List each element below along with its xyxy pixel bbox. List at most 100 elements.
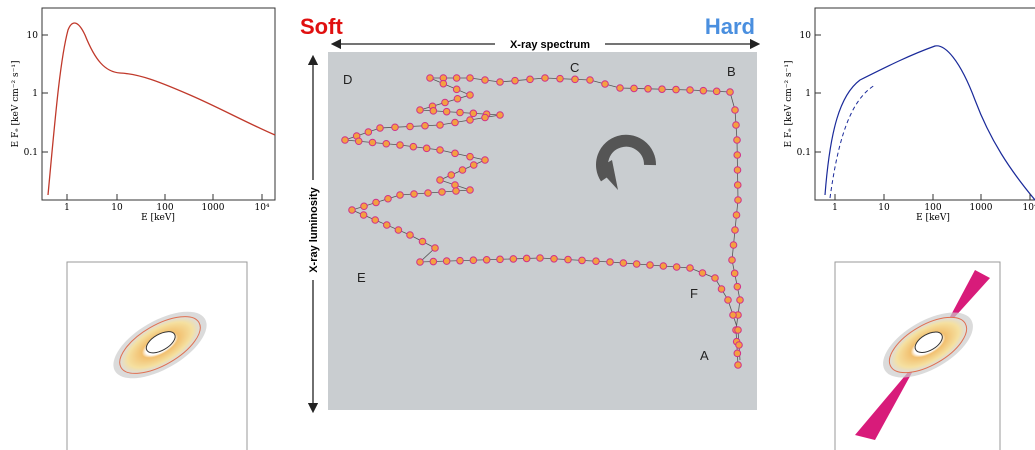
track-point (717, 285, 726, 293)
track-point (732, 121, 740, 129)
track-point (734, 326, 742, 334)
x-tick-label: 10 (111, 203, 123, 213)
track-point (728, 256, 736, 264)
track-point (736, 296, 744, 304)
track-point (354, 137, 363, 146)
track-point (733, 349, 742, 358)
track-point (734, 196, 742, 204)
track-point (550, 254, 558, 263)
track-point (511, 76, 519, 85)
state-label: B (727, 64, 736, 79)
track-point (439, 79, 448, 88)
state-label: C (570, 60, 579, 75)
y-label: E Fₑ [keV cm⁻² s⁻¹] (784, 61, 794, 148)
track-point (482, 255, 491, 264)
disk-box (66, 261, 248, 450)
track-point (733, 181, 742, 189)
y-label: E Fₑ [keV cm⁻² s⁻¹] (11, 61, 21, 148)
x-tick-label: 1 (64, 203, 70, 213)
x-axis-label: X-ray spectrum (510, 39, 590, 51)
track-point (416, 106, 424, 114)
y-tick-label: 1 (805, 89, 811, 99)
track-point (698, 269, 707, 277)
track-point (466, 74, 474, 82)
track-point (724, 296, 732, 304)
track-point (442, 257, 451, 265)
x-tick-label: 10⁴ (254, 203, 269, 213)
jet (855, 358, 920, 440)
track-point (451, 181, 459, 189)
y-tick-label: 10 (27, 31, 39, 41)
label-bg (305, 180, 321, 280)
track-point (729, 311, 737, 319)
y-tick-label: 0.1 (24, 148, 38, 158)
track-point (360, 202, 368, 211)
track-point (453, 94, 462, 103)
track-point (606, 258, 614, 266)
state-label: D (343, 72, 352, 87)
track-point (712, 87, 721, 96)
track-point (586, 76, 594, 84)
track-point (496, 78, 504, 86)
track-point (686, 86, 694, 94)
track-point (451, 118, 459, 127)
track-point (646, 261, 654, 269)
track-point (372, 198, 380, 207)
track-point (526, 75, 534, 84)
track-point (469, 256, 478, 265)
track-point (571, 75, 579, 84)
x-tick-label: 1 (832, 203, 838, 213)
x-tick-label: 100 (156, 203, 173, 213)
track-point (416, 258, 424, 266)
track-point (699, 86, 708, 95)
track-point (436, 121, 444, 129)
track-point (458, 166, 467, 174)
track-point (522, 254, 531, 263)
track-point (616, 84, 624, 92)
track-point (396, 191, 404, 199)
x-tick-label: 10 (878, 203, 890, 213)
track-point (659, 262, 668, 270)
right-frame (814, 7, 1035, 201)
track-point (731, 106, 739, 114)
track-point (481, 113, 489, 122)
track-point (364, 128, 373, 136)
soft-label: Soft (300, 14, 343, 39)
track-point (422, 144, 431, 153)
track-point (341, 136, 349, 144)
track-point (429, 257, 438, 266)
track-point (424, 189, 432, 197)
track-point (481, 76, 489, 84)
track-point (726, 88, 734, 96)
x-label: E [keV] (916, 213, 950, 223)
track-point (536, 254, 544, 262)
track-point (601, 80, 609, 88)
spectrum-curve (47, 22, 276, 196)
track-point (452, 85, 461, 94)
track-point (509, 255, 518, 263)
hid-panel (328, 52, 757, 410)
track-point (384, 194, 392, 203)
track-point (469, 109, 478, 118)
x-tick-label: 100 (924, 203, 941, 213)
track-point (733, 151, 742, 159)
track-point (382, 139, 391, 148)
track-point (410, 190, 418, 198)
state-label: A (700, 348, 709, 363)
track-point (368, 138, 377, 147)
cycle-arrowhead (598, 160, 618, 190)
track-point (658, 85, 666, 93)
track-point (452, 187, 460, 195)
track-point (348, 206, 356, 214)
y-axis-label: X-ray luminosity (308, 186, 320, 272)
track-point (394, 226, 403, 234)
track-point (619, 259, 628, 267)
track-point (418, 237, 427, 246)
track-point (452, 74, 461, 82)
track-point (672, 85, 680, 94)
track-point (391, 123, 399, 132)
track-point (466, 91, 474, 99)
track-point (733, 282, 742, 291)
track-point (371, 216, 380, 224)
